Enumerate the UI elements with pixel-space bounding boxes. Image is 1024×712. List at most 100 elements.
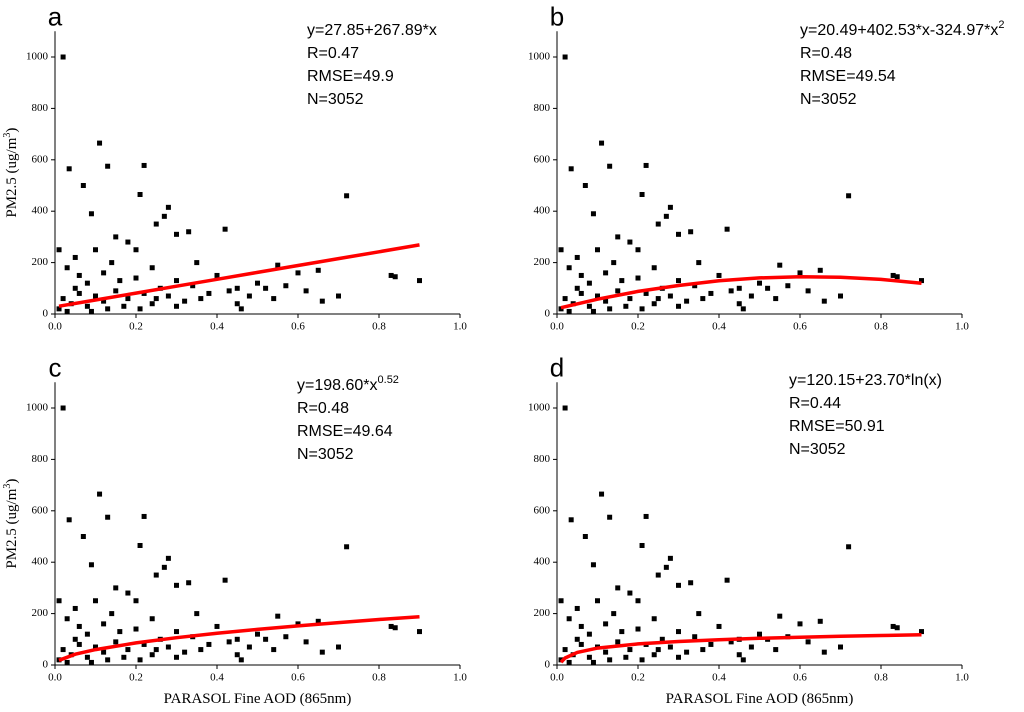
point [194, 611, 200, 617]
point [101, 270, 107, 276]
point [676, 654, 681, 660]
point [66, 517, 72, 523]
y-label-text: ) [4, 128, 20, 133]
point [76, 641, 82, 647]
x-tick-label: 0.6 [793, 672, 807, 684]
point [206, 641, 212, 647]
y-tick-label: 800 [534, 102, 551, 114]
point [174, 303, 179, 309]
point [558, 598, 564, 604]
point [182, 298, 188, 304]
point [60, 54, 66, 60]
fit-line [559, 633, 922, 664]
x-tick-label: 0.2 [129, 321, 143, 333]
point [574, 636, 580, 642]
point [603, 621, 609, 627]
point [113, 288, 119, 294]
x-tick-label: 0.4 [712, 321, 726, 333]
point [838, 644, 843, 650]
point [133, 275, 139, 281]
point [113, 639, 119, 645]
point [716, 623, 722, 629]
stat: RMSE=50.91 [789, 418, 885, 435]
point [821, 649, 827, 655]
point [271, 647, 277, 653]
point [696, 260, 702, 266]
point [595, 247, 600, 253]
point [295, 270, 301, 276]
point [724, 226, 730, 232]
point [586, 280, 592, 286]
point [198, 647, 204, 653]
point [315, 618, 321, 624]
point [627, 590, 633, 596]
point [194, 260, 200, 266]
point [667, 555, 673, 561]
point [558, 247, 564, 253]
point [684, 649, 690, 655]
point [688, 229, 694, 235]
point [736, 652, 742, 658]
point [234, 636, 240, 642]
panel-letter: c [49, 352, 62, 382]
point [153, 296, 159, 302]
point [76, 623, 82, 629]
point [603, 649, 609, 655]
point [643, 513, 649, 519]
panel-letter: a [48, 1, 63, 31]
point [611, 260, 617, 266]
point [692, 283, 698, 289]
point [607, 306, 613, 312]
point [84, 280, 90, 286]
point [93, 247, 98, 253]
point [222, 577, 228, 583]
point [97, 140, 103, 146]
y-tick-label: 0 [43, 308, 49, 320]
point [623, 654, 629, 660]
point [655, 296, 661, 302]
stat: RMSE=49.64 [297, 423, 393, 440]
point [728, 288, 734, 294]
point [125, 296, 131, 302]
point [582, 534, 588, 539]
point [586, 303, 592, 309]
x-tick-label: 0.0 [48, 672, 62, 684]
point [72, 636, 78, 642]
point [566, 265, 572, 271]
point [56, 598, 62, 604]
point [566, 616, 572, 622]
y-tick-label: 800 [32, 102, 49, 114]
point [627, 647, 633, 653]
point [113, 234, 119, 240]
point [186, 580, 192, 586]
point [667, 644, 673, 650]
panel-letter: b [550, 1, 564, 31]
y-axis-label: PM2.5 (ug/m3) [2, 128, 20, 218]
point [60, 647, 66, 653]
point [757, 631, 762, 637]
point [198, 296, 204, 302]
fit-line [58, 243, 420, 308]
y-tick-label: 0 [43, 659, 49, 671]
point [919, 278, 924, 284]
point [765, 285, 771, 291]
point [817, 618, 823, 624]
point [303, 288, 309, 294]
point [562, 296, 568, 302]
point [817, 267, 823, 273]
stat: R=0.48 [297, 400, 349, 417]
y-tick-label: 800 [534, 453, 551, 465]
point [246, 293, 252, 299]
point [667, 204, 673, 210]
point [777, 262, 783, 268]
point [651, 652, 657, 658]
point [174, 278, 179, 284]
stat: R=0.48 [800, 45, 852, 62]
point [222, 226, 228, 232]
point [133, 598, 139, 604]
fit-line [560, 274, 922, 310]
point [615, 639, 621, 645]
stat: N=3052 [800, 91, 857, 108]
point [165, 644, 171, 650]
y-label-text: PM2.5 (ug/m [4, 488, 20, 568]
